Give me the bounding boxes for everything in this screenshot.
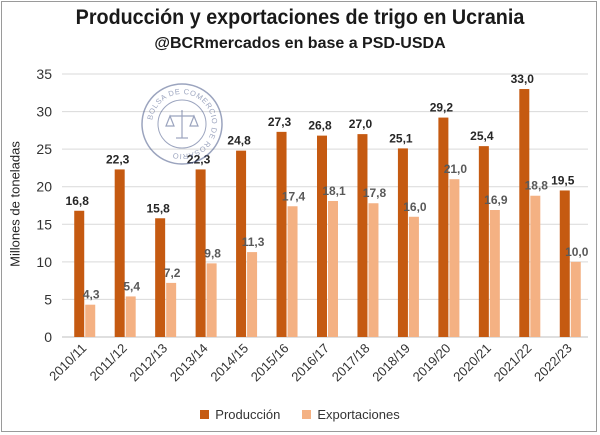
data-label-exportaciones: 5,4: [123, 279, 140, 293]
data-label-produccion: 16,8: [66, 194, 90, 208]
bar-produccion: [519, 89, 530, 338]
bar-produccion: [438, 117, 449, 337]
bar-produccion: [236, 150, 247, 337]
legend-label-produccion: Producción: [215, 407, 281, 422]
data-label-exportaciones: 7,2: [164, 266, 181, 280]
bar-exportaciones: [125, 296, 136, 337]
legend-swatch-produccion: [200, 410, 210, 419]
bar-produccion: [478, 146, 489, 337]
x-tick-label: 2012/13: [126, 341, 170, 385]
data-label-produccion: 15,8: [146, 201, 170, 215]
bar-exportaciones: [85, 304, 96, 337]
y-tick-label: 5: [44, 291, 52, 307]
x-tick-label: 2010/11: [46, 341, 89, 384]
data-label-produccion: 29,2: [430, 101, 454, 115]
chart-legend: Producción Exportaciones: [0, 407, 600, 422]
data-label-exportaciones: 16,0: [403, 200, 427, 214]
legend-item-exportaciones: Exportaciones: [302, 407, 400, 422]
data-label-exportaciones: 9,8: [204, 246, 221, 260]
bar-produccion: [559, 190, 570, 337]
x-tick-label: 2016/17: [288, 341, 332, 385]
data-label-produccion: 22,3: [106, 152, 130, 166]
data-label-exportaciones: 21,0: [444, 162, 468, 176]
x-tick-label: 2011/12: [87, 341, 130, 384]
bar-produccion: [74, 210, 85, 337]
bar-exportaciones: [166, 282, 177, 337]
data-label-exportaciones: 4,3: [83, 288, 100, 302]
bar-produccion: [397, 148, 408, 337]
data-label-produccion: 27,3: [268, 115, 292, 129]
bar-produccion: [317, 135, 327, 337]
chart-title: Producción y exportaciones de trigo en U…: [75, 6, 525, 29]
data-label-produccion: 33,0: [511, 72, 535, 86]
legend-item-produccion: Producción: [200, 407, 280, 422]
data-label-exportaciones: 18,8: [525, 179, 549, 193]
data-label-exportaciones: 16,9: [484, 193, 508, 207]
x-tick-label: 2019/20: [410, 341, 454, 385]
legend-swatch-exportaciones: [302, 410, 312, 419]
bar-exportaciones: [328, 200, 338, 337]
x-tick-label: 2022/23: [531, 341, 575, 385]
bar-produccion: [195, 169, 206, 337]
data-label-exportaciones: 18,1: [322, 184, 346, 198]
bar-produccion: [155, 218, 166, 337]
bar-exportaciones: [489, 210, 500, 337]
bar-produccion: [276, 131, 287, 337]
x-tick-label: 2015/16: [248, 341, 292, 385]
y-tick-label: 20: [36, 179, 52, 195]
bar-exportaciones: [368, 203, 379, 337]
y-tick-label: 25: [36, 141, 52, 157]
x-tick-label: 2017/18: [329, 341, 373, 385]
legend-label-exportaciones: Exportaciones: [317, 407, 400, 422]
y-tick-label: 0: [44, 329, 52, 345]
bar-exportaciones: [206, 263, 217, 337]
chart-subtitle: @BCRmercados en base a PSD-USDA: [154, 35, 446, 52]
bar-exportaciones: [408, 216, 419, 337]
y-tick-label: 35: [36, 66, 52, 82]
bar-exportaciones: [247, 252, 258, 337]
bar-produccion: [114, 169, 125, 337]
x-tick-label: 2021/22: [491, 341, 535, 385]
y-tick-label: 10: [36, 254, 52, 270]
x-tick-label: 2013/14: [167, 341, 211, 385]
data-label-exportaciones: 17,8: [363, 186, 387, 200]
data-label-produccion: 24,8: [227, 134, 251, 148]
bar-produccion: [357, 134, 368, 337]
data-label-produccion: 19,5: [551, 173, 575, 187]
x-tick-label: 2020/21: [450, 341, 494, 385]
bar-exportaciones: [570, 261, 581, 337]
bar-exportaciones: [287, 206, 298, 337]
bar-exportaciones: [530, 195, 541, 337]
data-label-exportaciones: 11,3: [242, 235, 265, 249]
data-label-exportaciones: 17,4: [282, 189, 306, 203]
bar-exportaciones: [449, 179, 460, 337]
y-tick-label: 30: [36, 104, 52, 120]
bcr-seal-logo: BOLSA DE COMERCIO DE ROSARIO: [141, 83, 223, 165]
data-label-produccion: 25,4: [470, 129, 494, 143]
x-tick-label: 2018/19: [369, 341, 413, 385]
data-label-produccion: 27,0: [349, 117, 373, 131]
x-tick-label: 2014/15: [207, 341, 251, 385]
y-tick-label: 15: [36, 216, 52, 232]
data-label-exportaciones: 10,0: [565, 245, 589, 259]
data-label-produccion: 26,8: [308, 119, 332, 133]
data-label-produccion: 25,1: [389, 131, 413, 145]
